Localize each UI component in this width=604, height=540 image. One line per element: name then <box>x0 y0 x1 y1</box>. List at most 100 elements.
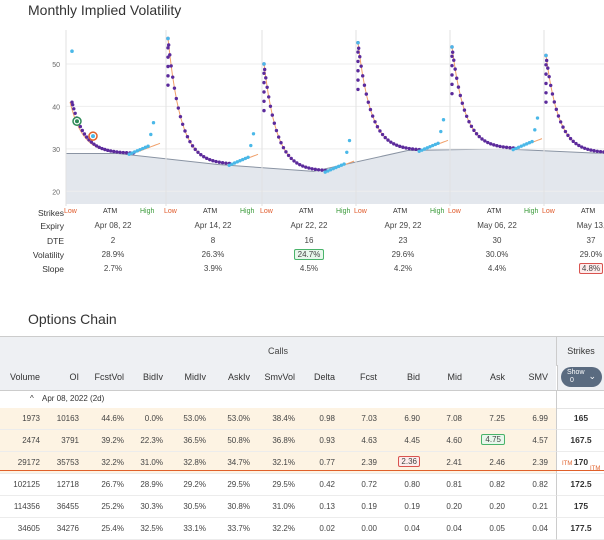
cell-delta: 0.02 <box>319 524 335 533</box>
cell-askiv: 30.8% <box>227 502 250 511</box>
column-header-ask[interactable]: Ask <box>489 372 505 382</box>
cell-ask[interactable]: 0.82 <box>489 480 505 489</box>
table-row[interactable]: 1973 10163 44.6% 0.0% 53.0% 53.0% 38.4% 0.98 7.0… <box>0 408 556 430</box>
put-iv-point <box>168 53 172 57</box>
cell-ask[interactable]: 4.75 <box>481 434 505 445</box>
chevron-up-icon[interactable]: ^ <box>30 394 34 403</box>
calls-label: Calls <box>268 346 289 356</box>
cell-delta: 0.93 <box>319 436 335 445</box>
cell-fcst: 0.72 <box>361 480 377 489</box>
strike-cell: 175 <box>556 496 604 518</box>
call-iv-point <box>151 121 156 125</box>
call-iv-point <box>243 156 248 161</box>
volatility-row-label: Volatility <box>32 250 64 260</box>
cell-ask[interactable]: 0.20 <box>489 502 505 511</box>
expiry-date-cell: Apr 22, 22 <box>290 221 328 230</box>
column-header-askiv[interactable]: AskIv <box>227 372 250 382</box>
cell-fcstvol: 44.6% <box>101 414 124 423</box>
atm-volatility-line <box>66 148 604 172</box>
put-iv-point <box>190 144 195 148</box>
call-iv-point <box>232 161 237 165</box>
put-iv-point <box>460 101 465 105</box>
call-iv-point <box>323 170 327 174</box>
cell-smvvol: 32.2% <box>272 524 295 533</box>
call-iv-point <box>436 141 440 145</box>
put-iv-point <box>595 149 599 153</box>
cell-fcst: 0.19 <box>361 502 377 511</box>
cell-smv: 0.21 <box>532 502 548 511</box>
put-iv-point <box>370 114 375 118</box>
put-iv-point <box>356 50 360 54</box>
put-iv-point <box>265 85 269 89</box>
put-iv-point <box>356 46 361 50</box>
call-iv-point <box>417 149 421 153</box>
cell-ask[interactable]: 2.46 <box>489 458 505 467</box>
call-iv-point <box>238 159 242 163</box>
put-iv-point <box>450 73 454 77</box>
put-iv-point <box>359 64 363 68</box>
table-row[interactable]: 102125 12718 26.7% 28.9% 29.2% 29.5% 29.5% 0.42… <box>0 474 556 496</box>
put-iv-point <box>176 106 181 110</box>
cell-bid[interactable]: 0.80 <box>404 480 420 489</box>
put-iv-point <box>121 150 125 155</box>
put-iv-point <box>80 128 85 133</box>
table-row[interactable]: 29172 35753 32.2% 31.0% 32.8% 34.7% 32.1% 0.77 2… <box>0 452 556 474</box>
expiry-date-cell: Apr 08, 22 <box>94 221 132 230</box>
column-header-delta[interactable]: Delta <box>313 372 335 382</box>
put-iv-point <box>554 107 559 112</box>
put-iv-point <box>172 86 177 90</box>
put-iv-point <box>180 122 185 126</box>
cell-mid: 4.60 <box>446 436 462 445</box>
column-header-volume[interactable]: Volume <box>9 372 40 382</box>
put-iv-point <box>483 139 487 143</box>
column-header-smvvol[interactable]: SmvVol <box>264 372 295 382</box>
put-iv-point <box>563 129 568 134</box>
put-iv-point <box>450 45 454 49</box>
smile-fit-curve <box>451 46 543 149</box>
put-iv-point <box>262 71 266 75</box>
cell-mid: 0.04 <box>446 524 462 533</box>
put-iv-point <box>185 135 190 139</box>
call-iv-point <box>345 150 349 155</box>
cell-ask[interactable]: 0.05 <box>489 524 505 533</box>
call-iv-point <box>331 166 335 171</box>
expiry-group-row[interactable]: ^ Apr 08, 2022 (2d) <box>0 390 556 409</box>
call-iv-point <box>328 168 333 172</box>
call-iv-point <box>422 147 427 151</box>
put-iv-point <box>378 129 382 133</box>
cell-bid[interactable]: 2.36 <box>398 456 420 467</box>
cell-smv: 6.99 <box>532 414 548 423</box>
column-header-oi[interactable]: OI <box>69 372 79 382</box>
dte-cell: 37 <box>586 236 596 245</box>
cell-bid[interactable]: 0.04 <box>404 524 420 533</box>
cell-fcst: 4.63 <box>361 436 377 445</box>
put-iv-point <box>368 107 373 112</box>
call-iv-point <box>431 143 435 148</box>
cell-bid[interactable]: 0.19 <box>404 502 420 511</box>
strike-low-label: Low <box>260 208 273 215</box>
strike-high-label: High <box>336 208 351 215</box>
table-row[interactable]: 114356 36455 25.2% 30.3% 30.5% 30.8% 31.0% 0.13… <box>0 496 556 518</box>
column-header-fcstvol[interactable]: FcstVol <box>94 372 124 382</box>
column-header-mid[interactable]: Mid <box>447 372 462 382</box>
put-iv-point <box>577 143 581 148</box>
cell-bid[interactable]: 6.90 <box>404 414 420 423</box>
put-iv-point <box>284 150 288 154</box>
put-iv-point <box>544 91 548 95</box>
call-iv-point <box>127 152 131 156</box>
cell-bid[interactable]: 4.45 <box>404 436 420 445</box>
show-strikes-button[interactable]: Show 0 ⌄ <box>561 367 602 387</box>
table-row[interactable]: 34605 34276 25.4% 32.5% 33.1% 33.7% 32.2% 0.02 0… <box>0 518 556 540</box>
table-row[interactable]: 2474 3791 39.2% 22.3% 36.5% 50.8% 36.8% 0.93 4.6… <box>0 430 556 452</box>
call-iv-point <box>339 163 344 167</box>
column-header-bidiv[interactable]: BidIv <box>142 372 163 382</box>
put-iv-point <box>171 75 175 79</box>
column-header-smv[interactable]: SMV <box>528 372 548 382</box>
column-header-midiv[interactable]: MidIv <box>184 372 206 382</box>
cell-ask[interactable]: 7.25 <box>489 414 505 423</box>
put-iv-point <box>450 82 454 87</box>
column-header-bid[interactable]: Bid <box>406 372 420 382</box>
strike-cell: 170 <box>556 452 604 474</box>
expiry-date-cell: May 13, <box>576 221 604 230</box>
column-header-fcst[interactable]: Fcst <box>360 372 377 382</box>
